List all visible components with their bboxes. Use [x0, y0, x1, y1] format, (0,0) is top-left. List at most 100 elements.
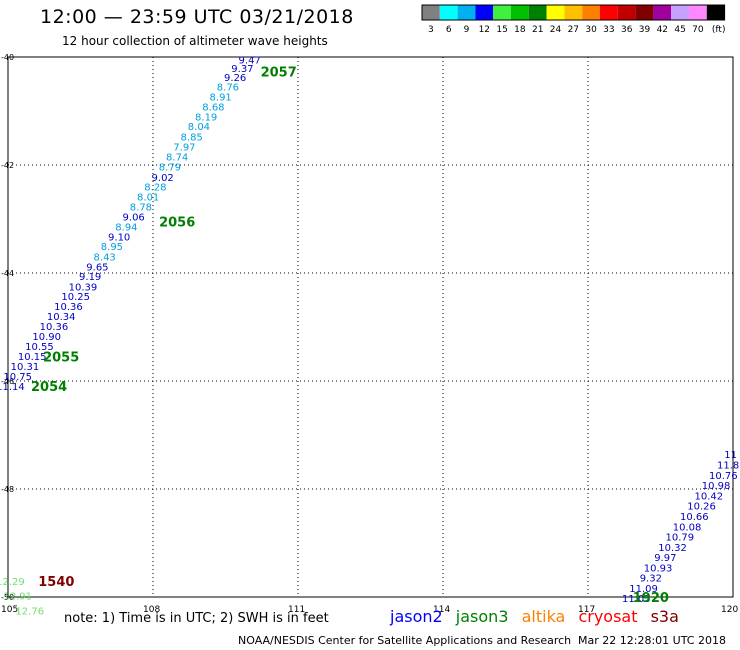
- legend-label: 30: [585, 25, 597, 35]
- wave-height-value: 10.66: [680, 512, 709, 523]
- wave-height-value: 9.26: [224, 73, 246, 84]
- wave-height-value: 10.32: [658, 543, 687, 554]
- wave-height-value: 8.95: [101, 242, 123, 253]
- satellite-jason3: jason3: [455, 607, 509, 626]
- legend-label: 36: [621, 25, 633, 35]
- legend-swatch: [653, 5, 672, 20]
- wave-height-value: 7.97: [173, 143, 195, 154]
- wave-height-value: 11.14: [0, 382, 25, 393]
- wave-height-value: 9.06: [123, 212, 145, 223]
- lat-tick-label: -46: [1, 377, 14, 386]
- pass-time-label: 2054: [31, 380, 67, 395]
- satellite-legend: jason2 jason3 altika cryosat s3a: [390, 607, 687, 626]
- lon-tick-label: 117: [578, 605, 595, 615]
- lat-tick-label: -50: [1, 593, 14, 602]
- footer-note: note: 1) Time is in UTC; 2) SWH is in fe…: [64, 611, 329, 626]
- wave-height-value: 9.47: [239, 56, 261, 67]
- legend-swatch: [422, 5, 440, 20]
- wave-height-value: 8.78: [130, 203, 152, 214]
- legend-swatch: [600, 5, 618, 20]
- wave-height-value: 10.79: [666, 533, 695, 544]
- wave-height-value: 9.97: [654, 553, 676, 564]
- wave-height-value: 11.05: [622, 594, 651, 605]
- wave-height-value: 8.04: [188, 122, 210, 133]
- wave-height-value: 10.36: [40, 322, 69, 333]
- legend-swatch: [582, 5, 600, 20]
- wave-height-value: 8.28: [144, 183, 166, 194]
- wave-height-value: 10.31: [11, 362, 40, 373]
- legend-swatch: [528, 5, 547, 20]
- wave-height-value: 10.98: [702, 481, 731, 492]
- legend-label: (ft): [712, 25, 726, 35]
- lat-tick-label: -48: [1, 485, 14, 494]
- wave-height-value: 12.91: [3, 591, 32, 602]
- page-title: 12:00 — 23:59 UTC 03/21/2018: [40, 6, 354, 28]
- wave-height-value: 9.32: [640, 574, 662, 585]
- wave-height-value: 8.01: [137, 192, 159, 203]
- legend-label: 12: [479, 25, 490, 35]
- wave-height-value: 8.91: [210, 92, 232, 103]
- legend-label: 6: [446, 25, 452, 35]
- wave-height-value: 9.19: [79, 272, 101, 283]
- color-legend: 3 6 9 12 15 18 21 24 27 30 33 36 39 42 45 70 (ft): [421, 4, 726, 35]
- wave-height-value: 8.76: [217, 83, 239, 94]
- legend-swatch: [439, 5, 458, 20]
- legend-label: 45: [674, 25, 685, 35]
- legend-swatch: [671, 5, 689, 20]
- legend-label: 3: [428, 25, 434, 35]
- wave-height-value: 9.65: [86, 263, 108, 274]
- timestamp-text: Mar 22 12:28:01 UTC 2018: [578, 634, 726, 647]
- legend-label: 42: [657, 25, 668, 35]
- wave-height-value: 11.8: [717, 461, 739, 472]
- legend-swatch: [493, 5, 511, 20]
- wave-height-value: 9.10: [108, 232, 130, 243]
- legend-label: 9: [464, 25, 470, 35]
- legend-label: 33: [603, 25, 614, 35]
- lat-tick-label: -40: [1, 53, 14, 62]
- wave-height-value: 10.26: [687, 502, 716, 513]
- pass-time-label: 2057: [261, 66, 297, 81]
- legend-swatch: [706, 5, 725, 20]
- legend-label: 18: [514, 25, 526, 35]
- legend-swatch: [475, 5, 494, 20]
- legend-label: 15: [496, 25, 507, 35]
- wave-height-value: 10.25: [61, 292, 90, 303]
- legend-swatch: [689, 5, 707, 20]
- legend-label: 27: [568, 25, 579, 35]
- wave-height-value: 8.19: [195, 112, 217, 123]
- pass-time-label: 2055: [43, 351, 79, 366]
- wave-height-value: 8.85: [181, 132, 203, 143]
- pass-time-label: 1540: [38, 575, 74, 590]
- page-subtitle: 12 hour collection of altimeter wave hei…: [62, 34, 328, 48]
- legend-swatch: [511, 5, 529, 20]
- lon-tick-label: 111: [288, 605, 305, 615]
- wave-height-value: 10.42: [695, 491, 724, 502]
- wave-height-value: 10.75: [3, 372, 32, 383]
- wave-height-value: 9.02: [152, 173, 174, 184]
- lon-tick-label: 114: [433, 605, 450, 615]
- satellite-altika: altika: [521, 607, 566, 626]
- wave-height-value: 10.36: [54, 302, 83, 313]
- satellite-cryosat: cryosat: [578, 607, 638, 626]
- legend-swatch: [617, 5, 636, 20]
- legend-border: [421, 4, 726, 21]
- lat-tick-label: -42: [1, 161, 14, 170]
- pass-time-label: 2056: [159, 216, 195, 231]
- legend-label: 70: [692, 25, 704, 35]
- wave-height-value: 8.79: [159, 163, 181, 174]
- wave-height-value: 12.29: [0, 577, 25, 588]
- wave-height-value: 10.34: [47, 312, 76, 323]
- legend-swatch: [457, 5, 476, 20]
- credit-text: NOAA/NESDIS Center for Satellite Applica…: [238, 634, 572, 647]
- legend-swatch: [564, 5, 583, 20]
- wave-height-value: 10.55: [25, 342, 54, 353]
- wave-height-value: 11.09: [629, 584, 658, 595]
- legend-label: 24: [550, 25, 562, 35]
- wave-height-value: 8.74: [166, 152, 188, 163]
- map-frame: [7, 56, 734, 598]
- pass-time-label: 1920: [633, 591, 669, 606]
- wave-height-value: 11: [724, 450, 737, 461]
- wave-height-value: 10.93: [644, 563, 673, 574]
- satellite-jason2: jason2: [390, 607, 443, 626]
